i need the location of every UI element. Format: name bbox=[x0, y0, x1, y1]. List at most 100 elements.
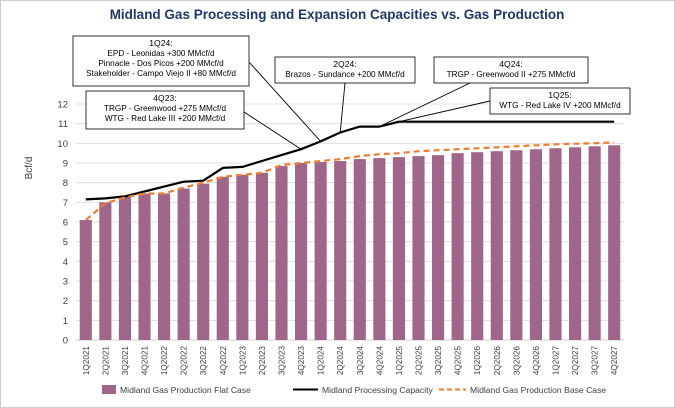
x-tick-label: 3Q2024 bbox=[356, 346, 365, 376]
legend-label: Midland Processing Capacity bbox=[322, 385, 434, 395]
x-tick-label: 1Q2024 bbox=[317, 346, 326, 376]
bar bbox=[314, 162, 327, 340]
bar bbox=[236, 174, 249, 340]
bar bbox=[99, 202, 112, 340]
x-axis-ticks: 1Q2021 2Q2021 3Q2021 4Q2021 1Q2022 2Q2022 3Q20… bbox=[82, 346, 619, 376]
annotation-box bbox=[72, 35, 250, 87]
bar bbox=[529, 149, 542, 340]
annotation-text: Pinnacle - Dos Picos +200 MMcf/d bbox=[98, 59, 224, 68]
y-tick-label: 5 bbox=[63, 237, 68, 248]
x-tick-label: 3Q2025 bbox=[434, 346, 443, 376]
x-tick-label: 4Q2023 bbox=[297, 346, 306, 376]
leader-line bbox=[379, 82, 471, 128]
bar bbox=[608, 145, 621, 340]
x-tick-label: 2Q2023 bbox=[258, 346, 267, 376]
bar bbox=[451, 153, 464, 340]
chart-title: Midland Gas Processing and Expansion Cap… bbox=[110, 7, 565, 22]
annotation-title: 4Q24: bbox=[499, 59, 522, 69]
y-tick-label: 12 bbox=[57, 100, 68, 111]
x-tick-label: 1Q2021 bbox=[82, 346, 91, 376]
y-tick-label: 2 bbox=[63, 296, 68, 307]
annotation-title: 1Q25: bbox=[548, 90, 571, 100]
y-tick-label: 7 bbox=[63, 198, 68, 209]
annotation-4q24: 4Q24:TRGP - Greenwood II +275 MMcf/d bbox=[433, 56, 589, 84]
y-tick-label: 9 bbox=[63, 159, 68, 170]
annotation-title: 4Q23: bbox=[153, 93, 176, 103]
bar bbox=[295, 163, 308, 340]
x-tick-label: 1Q2025 bbox=[395, 346, 404, 376]
y-tick-label: 3 bbox=[63, 277, 68, 288]
annotation-text: Brazos - Sundance +200 MMcf/d bbox=[285, 70, 405, 79]
processing-capacity-line bbox=[85, 120, 615, 201]
x-tick-label: 1Q2027 bbox=[552, 346, 561, 376]
y-tick-label: 0 bbox=[63, 336, 68, 347]
line-series bbox=[85, 120, 615, 221]
bar bbox=[432, 155, 445, 340]
legend-label: Midland Gas Production Base Case bbox=[470, 385, 606, 395]
x-tick-label: 2Q2022 bbox=[180, 346, 189, 376]
bar bbox=[177, 188, 190, 340]
x-tick-label: 2Q2024 bbox=[336, 346, 345, 376]
x-tick-label: 3Q2021 bbox=[121, 346, 130, 376]
bar bbox=[255, 172, 268, 340]
x-tick-label: 4Q2024 bbox=[375, 346, 384, 376]
base-case-line bbox=[85, 141, 615, 221]
x-tick-label: 3Q2026 bbox=[512, 346, 521, 376]
x-tick-label: 4Q2025 bbox=[454, 346, 463, 376]
x-tick-label: 2Q2021 bbox=[101, 346, 110, 376]
y-tick-label: 8 bbox=[63, 178, 68, 189]
annotation-1q24: 1Q24:EPD - Leonidas +300 MMcf/dPinnacle … bbox=[72, 35, 250, 87]
x-tick-label: 4Q2026 bbox=[532, 346, 541, 376]
x-tick-label: 1Q2022 bbox=[160, 346, 169, 376]
bar bbox=[216, 176, 229, 340]
y-axis-label: Bcf/d bbox=[24, 157, 35, 180]
annotation-box bbox=[85, 90, 245, 130]
bar bbox=[588, 146, 601, 340]
x-tick-label: 4Q2027 bbox=[610, 346, 619, 376]
annotation-box bbox=[489, 87, 631, 115]
y-tick-label: 4 bbox=[63, 257, 68, 268]
annotation-box bbox=[274, 56, 416, 84]
x-tick-label: 2Q2027 bbox=[571, 346, 580, 376]
x-tick-label: 3Q2027 bbox=[591, 346, 600, 376]
bar-series bbox=[79, 145, 621, 340]
bar bbox=[334, 161, 347, 340]
x-tick-label: 3Q2022 bbox=[199, 346, 208, 376]
leader-line bbox=[339, 82, 346, 133]
y-tick-label: 6 bbox=[63, 218, 68, 229]
leader-line bbox=[243, 111, 302, 150]
leader-line bbox=[398, 100, 491, 123]
x-tick-label: 4Q2021 bbox=[141, 346, 150, 376]
bar bbox=[353, 159, 366, 340]
legend-swatch-bar bbox=[102, 385, 116, 394]
bar bbox=[138, 193, 151, 340]
bar bbox=[569, 147, 582, 340]
leader-line bbox=[248, 61, 321, 142]
annotation-1q25: 1Q25:WTG - Red Lake IV +200 MMcf/d bbox=[489, 87, 631, 115]
bar bbox=[392, 157, 405, 340]
annotation-text: TRGP - Greenwood +275 MMcf/d bbox=[104, 104, 226, 113]
bar bbox=[471, 152, 484, 340]
x-tick-label: 3Q2023 bbox=[278, 346, 287, 376]
legend-label: Midland Gas Production Flat Case bbox=[120, 385, 251, 395]
annotation-text: Stakeholder - Campo Viejo II +80 MMcf/d bbox=[86, 69, 236, 78]
bar bbox=[118, 196, 131, 340]
x-tick-label: 2Q2026 bbox=[493, 346, 502, 376]
y-tick-label: 11 bbox=[58, 119, 68, 130]
bar bbox=[510, 150, 523, 340]
bar bbox=[197, 183, 210, 340]
bar bbox=[373, 158, 386, 340]
annotation-title: 2Q24: bbox=[333, 59, 356, 69]
bar bbox=[549, 148, 562, 340]
y-tick-label: 10 bbox=[57, 139, 68, 150]
bar bbox=[412, 156, 425, 340]
annotation-text: WTG - Red Lake IV +200 MMcf/d bbox=[499, 101, 621, 110]
annotation-2q24: 2Q24:Brazos - Sundance +200 MMcf/d bbox=[274, 56, 416, 84]
x-tick-label: 4Q2022 bbox=[219, 346, 228, 376]
annotation-text: EPD - Leonidas +300 MMcf/d bbox=[107, 49, 215, 58]
annotation-leaders bbox=[243, 61, 491, 150]
annotation-text: WTG - Red Lake III +200 MMcf/d bbox=[105, 114, 226, 123]
